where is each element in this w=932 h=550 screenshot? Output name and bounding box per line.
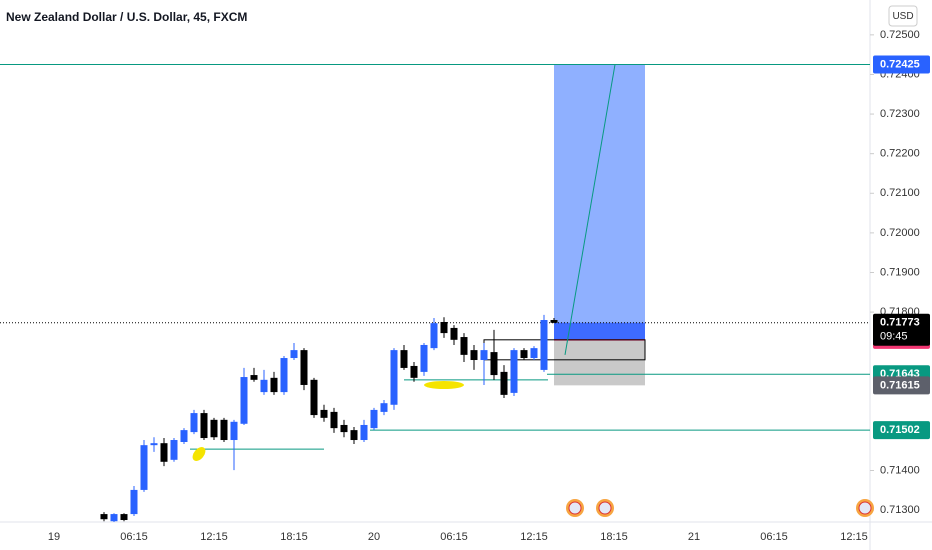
x-tick-label: 06:15: [120, 531, 148, 543]
price-badge: [873, 313, 930, 346]
highlight: [192, 447, 206, 461]
candle-body: [130, 489, 138, 515]
x-tick-label: 20: [368, 531, 380, 543]
y-tick-label: 0.71400: [880, 464, 920, 476]
candle-body: [300, 350, 308, 385]
candle-body: [530, 348, 538, 359]
candle-body: [510, 350, 518, 393]
candle-body: [460, 337, 468, 355]
open-profit-zone: [554, 322, 645, 340]
currency-button[interactable]: [888, 5, 918, 27]
candle-body: [350, 430, 358, 441]
candle-body: [390, 350, 398, 405]
x-tick-label: 19: [48, 531, 60, 543]
x-tick-label: 21: [688, 531, 700, 543]
candle-body: [520, 350, 528, 359]
candle-body: [250, 375, 258, 380]
target-zone: [554, 64, 645, 340]
candle-body: [200, 413, 208, 439]
candle-body: [340, 424, 348, 433]
candle-body: [230, 421, 238, 441]
candle-body: [310, 379, 318, 416]
candle-body: [450, 327, 458, 340]
candle-body: [220, 419, 228, 441]
candle-body: [400, 350, 408, 368]
price-badge-label: 0.71773: [880, 317, 920, 329]
candle-body: [180, 430, 188, 442]
y-tick-label: 0.72300: [880, 108, 920, 120]
y-tick-label: 0.71900: [880, 266, 920, 278]
y-tick-label: 0.72000: [880, 227, 920, 239]
candle-body: [430, 323, 438, 349]
candle-body: [330, 411, 338, 429]
price-badge-label: 0.71502: [880, 424, 920, 436]
candle-body: [360, 424, 368, 441]
candle-body: [550, 320, 558, 323]
candle-body: [290, 350, 298, 359]
y-tick-label: 0.71300: [880, 504, 920, 516]
chart-title: New Zealand Dollar / U.S. Dollar, 45, FX…: [6, 10, 247, 24]
candle-body: [140, 445, 148, 490]
candle-body: [500, 371, 508, 395]
x-tick-label: 12:15: [200, 531, 228, 543]
event-icon-inner: [568, 501, 582, 515]
candle-body: [440, 321, 448, 334]
projection-line: [564, 64, 616, 355]
candle-body: [380, 403, 388, 412]
candle-body: [370, 409, 378, 429]
candle-body: [470, 350, 478, 361]
candle-body: [240, 377, 248, 424]
price-badge-label: 0.72425: [880, 58, 920, 70]
candle-body: [280, 358, 288, 393]
candle-body: [100, 514, 108, 520]
event-icon-inner: [858, 501, 872, 515]
y-tick-label: 0.72500: [880, 29, 920, 41]
candle-body: [410, 365, 418, 378]
stop-zone: [554, 339, 645, 386]
candle-body: [420, 344, 428, 372]
x-tick-label: 18:15: [280, 531, 308, 543]
candle-body: [260, 379, 268, 393]
candle-body: [170, 440, 178, 460]
y-tick-label: 0.72100: [880, 187, 920, 199]
candle-body: [210, 419, 218, 438]
x-tick-label: 18:15: [600, 531, 628, 543]
candle-body: [190, 413, 198, 433]
event-icon-inner: [598, 501, 612, 515]
candle-body: [150, 443, 158, 446]
y-tick-label: 0.72200: [880, 148, 920, 160]
x-tick-label: 12:15: [520, 531, 548, 543]
countdown: 09:45: [880, 331, 908, 343]
highlight: [424, 381, 464, 389]
x-tick-label: 12:15: [840, 531, 868, 543]
x-tick-label: 06:15: [440, 531, 468, 543]
candle-body: [110, 514, 118, 522]
x-tick-label: 06:15: [760, 531, 788, 543]
price-badge-label: 0.71615: [880, 379, 920, 391]
candle-body: [320, 409, 328, 418]
candle-body: [160, 443, 168, 462]
price-badge: [873, 55, 930, 74]
candle-body: [540, 320, 548, 370]
currency-label: USD: [892, 11, 913, 22]
candle-body: [480, 350, 488, 361]
price-badge: [873, 421, 930, 440]
candle-body: [120, 514, 128, 521]
price-badge: [873, 376, 930, 395]
candle-body: [490, 352, 498, 376]
candle-body: [270, 377, 278, 393]
